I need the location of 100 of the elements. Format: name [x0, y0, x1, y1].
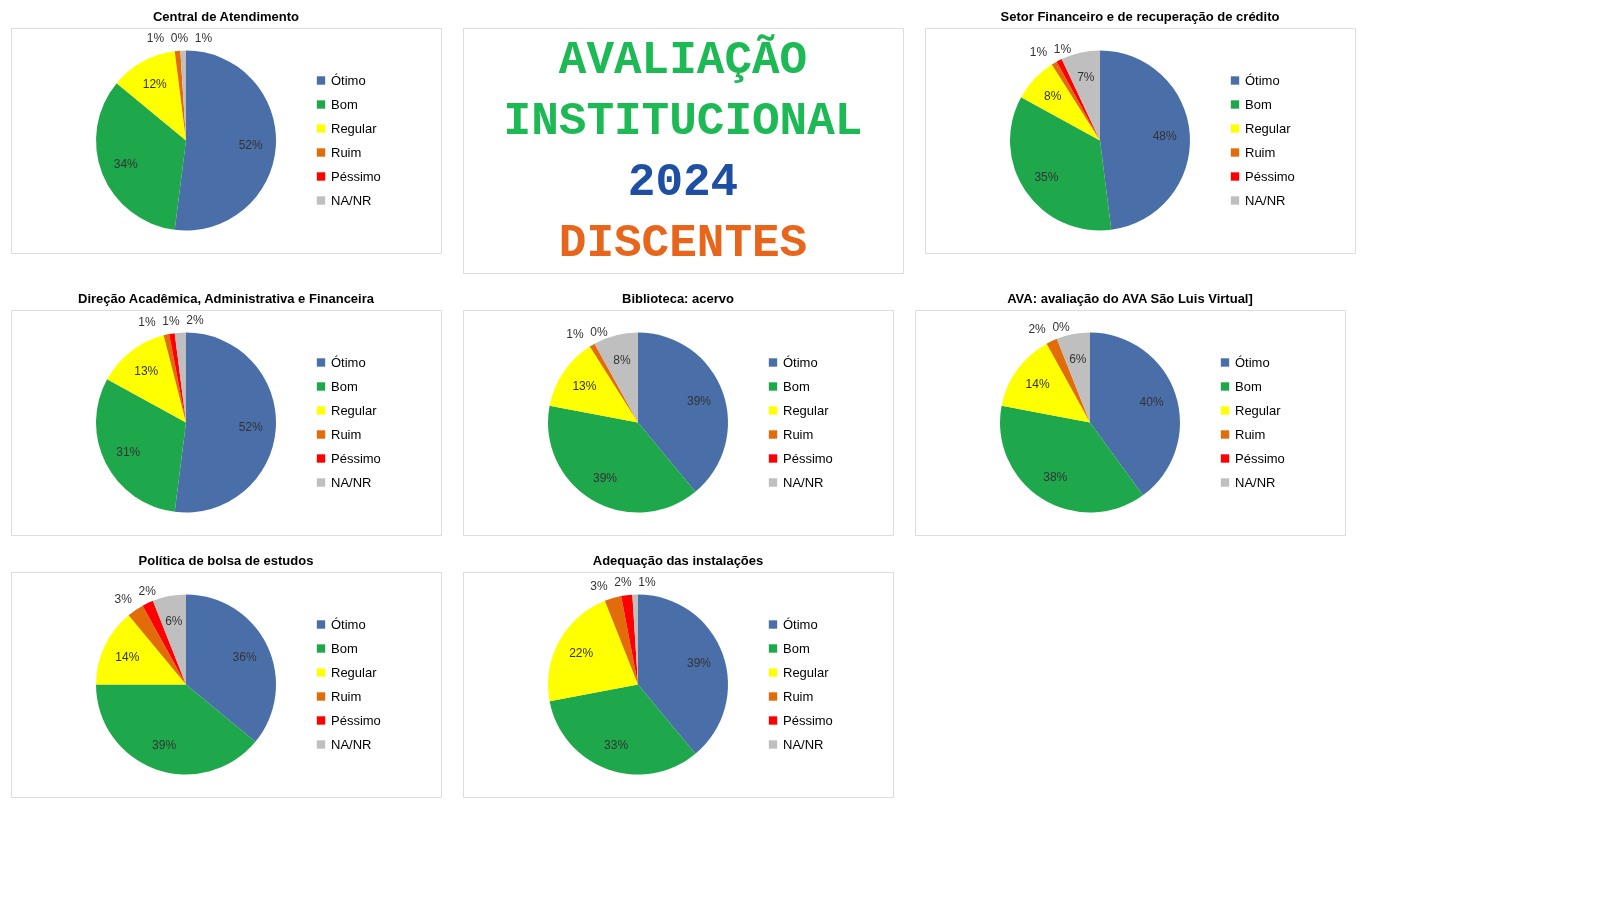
legend-label: Ótimo [331, 354, 366, 370]
data-label: 22% [569, 646, 594, 661]
legend-label: Péssimo [783, 712, 833, 728]
data-label: 6% [1069, 351, 1087, 366]
legend-label: Regular [331, 402, 378, 418]
pie-slice [1090, 332, 1180, 496]
text: AVALIAÇÃO INSTITUCIONAL [503, 33, 863, 148]
pie-slice [174, 332, 276, 513]
data-label: 1% [194, 30, 213, 45]
legend-label: Péssimo [331, 168, 381, 184]
legend-label: Ótimo [331, 72, 366, 88]
legend-label: Bom [783, 378, 810, 394]
legend-label: Péssimo [783, 450, 833, 466]
legend-label: Ótimo [1235, 354, 1270, 370]
pie-slice [142, 600, 186, 685]
data-label: 35% [1034, 169, 1059, 184]
legend-label: Ruim [1235, 426, 1266, 442]
data-label: 36% [232, 649, 257, 664]
pie-slice [116, 51, 186, 141]
pie-slice [548, 405, 696, 513]
data-label: 2% [1028, 322, 1047, 337]
data-label: 31% [116, 444, 141, 459]
data-label: 40% [1139, 395, 1164, 410]
chart-title: Adequação das instalações [592, 553, 764, 568]
legend-label: NA/NR [783, 474, 824, 490]
legend-label: Regular [1245, 120, 1292, 136]
data-label: 14% [115, 649, 140, 664]
pie-slice [1000, 405, 1143, 513]
data-label: 14% [1025, 377, 1050, 392]
chart-title: Setor Financeiro e de recuperação de crédito [1000, 9, 1280, 24]
legend-label: Bom [1235, 378, 1262, 394]
pie-slice [638, 594, 728, 754]
legend-label: NA/NR [1245, 192, 1286, 208]
data-label: 13% [572, 379, 597, 394]
data-label: 48% [1152, 129, 1177, 144]
data-label: 1% [146, 30, 165, 45]
data-label: 52% [238, 137, 263, 152]
pie-slice [174, 50, 276, 231]
pie-slice [1021, 64, 1100, 141]
pie-slice [1056, 332, 1090, 423]
legend-label: Regular [783, 664, 830, 680]
pie-slice [152, 594, 186, 685]
text: 2024 [627, 157, 739, 210]
legend-label: NA/NR [783, 736, 824, 752]
data-label: 1% [162, 313, 180, 328]
data-label: 3% [590, 578, 609, 593]
pie-slice [549, 684, 696, 775]
data-label: 33% [604, 738, 629, 753]
legend-label: Ótimo [783, 616, 818, 632]
text: 0% [590, 325, 608, 340]
data-label: 52% [238, 419, 263, 434]
legend-label: Bom [331, 640, 358, 656]
pie-slice [107, 335, 186, 423]
chart-title: Biblioteca: acervo [622, 291, 735, 306]
text: DISCENTES [558, 218, 808, 271]
legend-label: Ruim [783, 426, 814, 442]
legend-label: NA/NR [331, 474, 372, 490]
legend-label: Regular [1235, 402, 1282, 418]
legend-label: Bom [1245, 96, 1272, 112]
legend-label: Regular [331, 664, 378, 680]
chart-title: Direção Acadêmica, Administrativa e Financeira [78, 291, 375, 306]
pie-slice [169, 333, 186, 423]
legend-label: Ruim [331, 688, 362, 704]
pie-slice [638, 332, 728, 492]
legend-label: Péssimo [331, 450, 381, 466]
data-label: 38% [1043, 470, 1068, 485]
chart-title: Central de Atendimento [152, 9, 300, 24]
data-label: 8% [613, 352, 631, 367]
pie-slice [1001, 343, 1090, 423]
legend-label: Bom [783, 640, 810, 656]
data-label: 6% [165, 613, 183, 628]
pie-slice [186, 594, 276, 742]
data-label: 34% [113, 157, 139, 172]
data-label: 1% [1029, 44, 1048, 59]
data-label: 39% [686, 655, 712, 670]
text: 0% [170, 30, 189, 45]
pie-slice [96, 379, 186, 512]
data-label: 1% [638, 574, 657, 589]
legend-label: Bom [331, 96, 358, 112]
text: 0% [1052, 319, 1070, 334]
pie-slice [1100, 50, 1190, 230]
data-label: 3% [114, 592, 133, 607]
data-label: 1% [1053, 41, 1072, 56]
pie-slice [96, 615, 186, 685]
data-label: 2% [186, 312, 204, 327]
pie-slice [604, 596, 638, 685]
data-label: 8% [1044, 89, 1062, 104]
legend-label: Regular [331, 120, 378, 136]
legend-label: NA/NR [1235, 474, 1276, 490]
data-label: 1% [566, 326, 584, 341]
pie-slice [163, 334, 186, 423]
legend-label: NA/NR [331, 192, 372, 208]
legend-label: Ruim [783, 688, 814, 704]
pie-slice [549, 346, 638, 423]
legend-label: Péssimo [331, 712, 381, 728]
chart-title: Política de bolsa de estudos [138, 553, 314, 568]
data-label: 7% [1077, 70, 1095, 85]
pie-slice [621, 594, 638, 685]
data-label: 2% [138, 584, 157, 599]
data-label: 39% [593, 471, 618, 486]
